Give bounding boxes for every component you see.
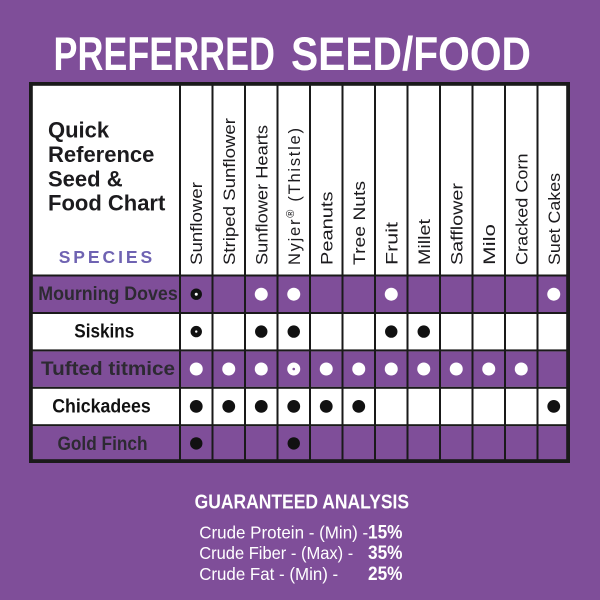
svg-text:25%: 25% [368, 563, 403, 585]
svg-text:Millet: Millet [416, 219, 434, 265]
svg-text:Tree Nuts: Tree Nuts [351, 181, 369, 265]
svg-text:PREFERRED: PREFERRED [54, 27, 276, 80]
svg-text:Striped Sunflower: Striped Sunflower [221, 117, 239, 265]
svg-text:15%: 15% [368, 521, 403, 543]
svg-text:Quick: Quick [48, 118, 110, 143]
svg-text:Crude Protein - (Min) -: Crude Protein - (Min) - [199, 522, 368, 542]
svg-text:Mourning Doves: Mourning Doves [38, 284, 178, 305]
svg-text:Milo: Milo [481, 224, 499, 265]
svg-text:Suet Cakes: Suet Cakes [546, 173, 564, 265]
svg-text:Tufted titmice: Tufted titmice [41, 359, 175, 380]
svg-text:Safflower: Safflower [449, 182, 467, 265]
svg-text:Fruit: Fruit [384, 221, 402, 265]
svg-text:Peanuts: Peanuts [319, 192, 337, 266]
svg-text:Crude Fiber - (Max) -: Crude Fiber - (Max) - [199, 543, 353, 563]
svg-text:Sunflower Hearts: Sunflower Hearts [254, 125, 272, 265]
svg-text:Sunflower: Sunflower [188, 181, 206, 265]
svg-text:35%: 35% [368, 542, 403, 564]
svg-text:Crude Fat - (Min) -: Crude Fat - (Min) - [199, 564, 338, 584]
svg-text:GUARANTEED ANALYSIS: GUARANTEED ANALYSIS [195, 490, 410, 513]
svg-text:SPECIES: SPECIES [59, 247, 153, 267]
svg-text:Siskins: Siskins [74, 322, 134, 343]
svg-text:Chickadees: Chickadees [52, 396, 151, 417]
svg-text:Gold Finch: Gold Finch [58, 434, 148, 455]
svg-text:Reference: Reference [48, 142, 154, 167]
svg-text:Nyjer® (Thistle): Nyjer® (Thistle) [285, 128, 304, 265]
svg-text:SEED/FOOD: SEED/FOOD [291, 27, 531, 80]
svg-text:Cracked Corn: Cracked Corn [514, 154, 532, 266]
svg-text:Food Chart: Food Chart [48, 191, 166, 216]
svg-text:Seed &: Seed & [48, 166, 123, 191]
